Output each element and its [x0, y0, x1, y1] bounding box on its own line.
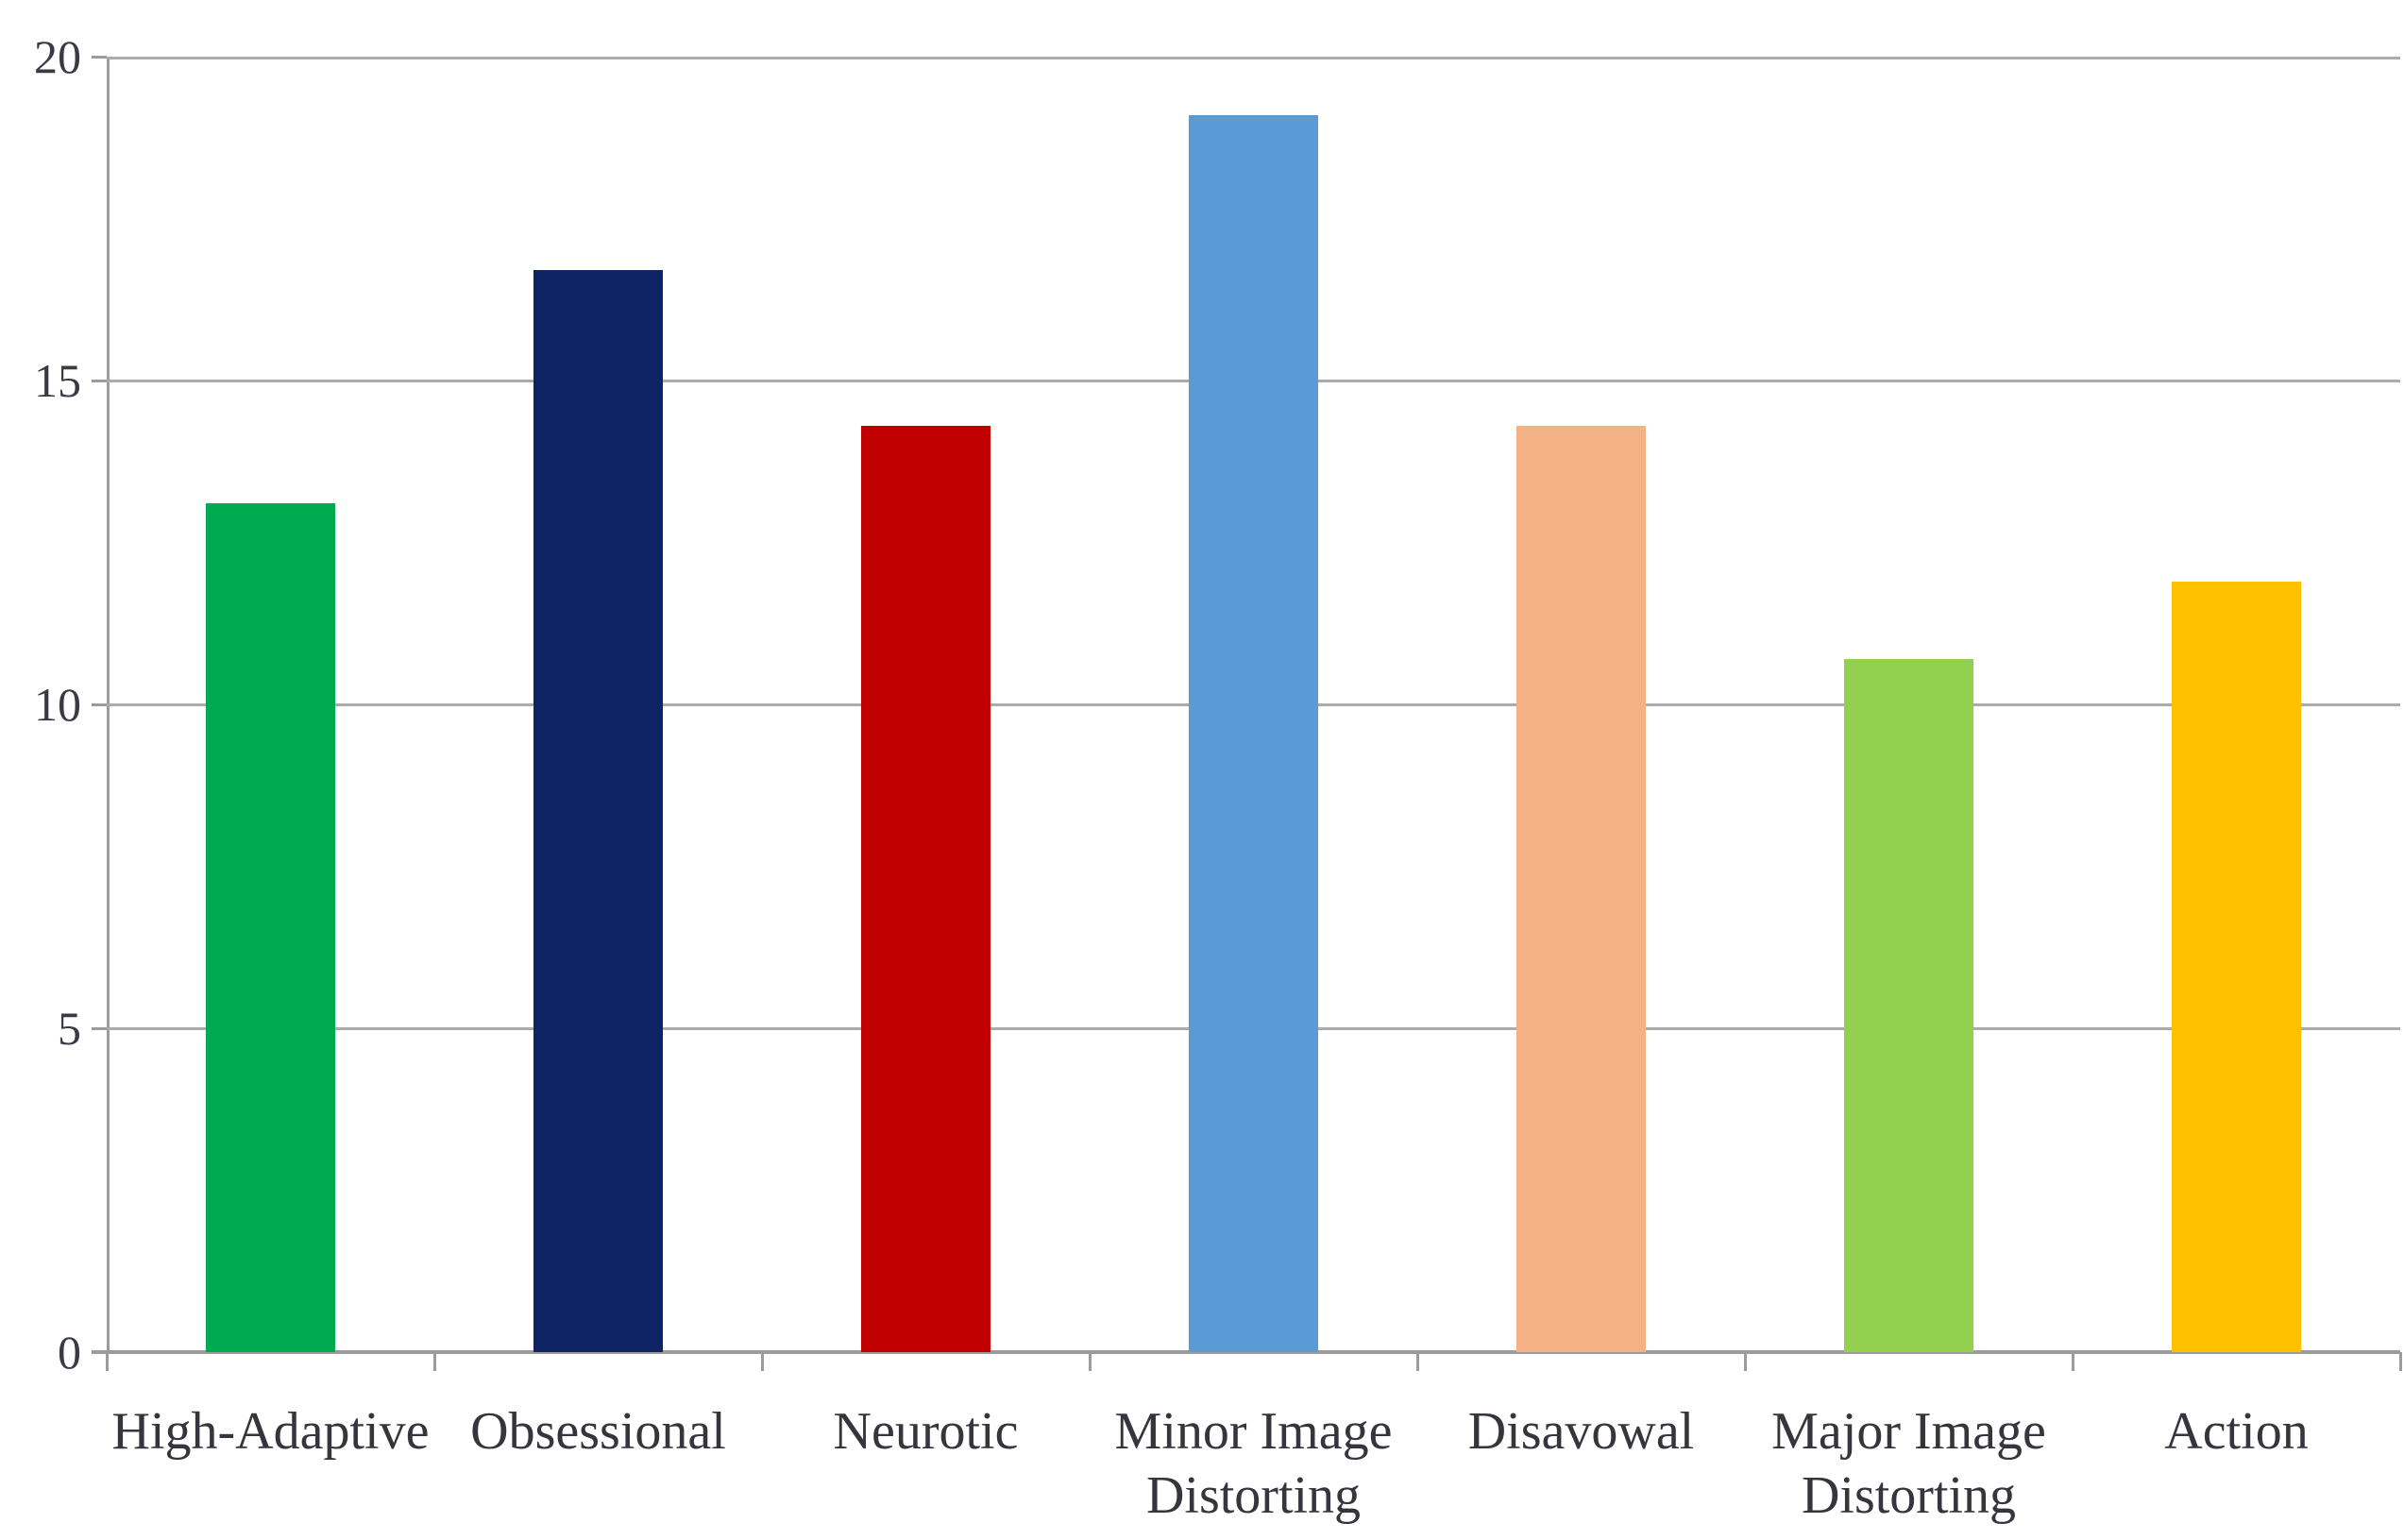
x-category-label-neurotic: Neurotic — [833, 1402, 1019, 1461]
bar-high-adaptive — [206, 503, 335, 1352]
gridline-20 — [107, 57, 2400, 59]
x-tick-0 — [106, 1352, 109, 1371]
bar-minor-image-distorting — [1189, 115, 1318, 1352]
x-tick-3 — [1089, 1352, 1092, 1371]
y-tick-label-5: 5 — [58, 1002, 81, 1055]
x-tick-1 — [433, 1352, 436, 1371]
x-category-label-major-image-distorting: Major Image Distorting — [1771, 1402, 2046, 1525]
x-tick-2 — [761, 1352, 764, 1371]
x-tick-4 — [1416, 1352, 1419, 1371]
x-tick-7 — [2399, 1352, 2402, 1371]
bar-disavowal — [1516, 426, 1646, 1352]
x-category-label-disavowal: Disavowal — [1467, 1402, 1695, 1461]
bar-obsessional — [533, 270, 663, 1352]
y-tick-label-15: 15 — [34, 354, 81, 407]
bar-neurotic — [861, 426, 990, 1352]
x-category-label-minor-image-distorting: Minor Image Distorting — [1114, 1402, 1393, 1525]
bar-action — [2172, 582, 2301, 1352]
y-tick-15 — [92, 380, 107, 382]
y-tick-5 — [92, 1027, 107, 1030]
x-tick-6 — [2072, 1352, 2074, 1371]
bar-major-image-distorting — [1844, 659, 1973, 1352]
x-tick-5 — [1744, 1352, 1747, 1371]
y-tick-20 — [92, 56, 107, 59]
x-category-label-action: Action — [2164, 1402, 2309, 1461]
y-tick-label-0: 0 — [58, 1326, 81, 1379]
y-tick-10 — [92, 703, 107, 706]
x-axis-line — [92, 1350, 2400, 1354]
x-category-label-obsessional: Obsessional — [470, 1402, 726, 1461]
y-tick-label-20: 20 — [34, 30, 81, 83]
y-tick-label-10: 10 — [34, 678, 81, 731]
x-category-label-high-adaptive: High-Adaptive — [111, 1402, 430, 1461]
plot-area — [107, 57, 2400, 1352]
y-tick-0 — [92, 1351, 107, 1354]
